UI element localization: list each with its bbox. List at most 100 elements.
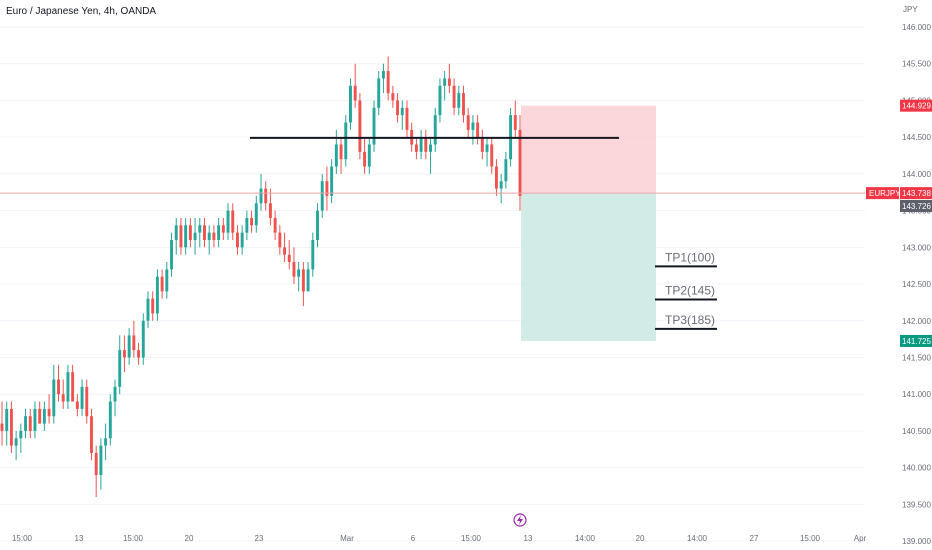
price-tag-value-bg [900,99,932,112]
candle [320,173,324,218]
candle [217,217,221,248]
candle [179,217,183,255]
candle-body [386,71,390,94]
candle [170,232,173,277]
y-tick-label: 140.500 [902,427,931,436]
candle-body [301,269,305,292]
candle-body [490,144,494,167]
candle-body [358,100,362,152]
candle [99,438,103,490]
candle-body [188,225,192,240]
candle-body [174,225,178,240]
candle [24,408,28,439]
candle-body [122,350,126,358]
candle-body [14,438,18,446]
candle [447,63,451,94]
candle [391,85,395,108]
price-tag-value: 141.725 [902,337,931,346]
time-axis[interactable]: 15:00 13 15:00 20 23 Mar 6 15:00 13 14:00 20 14:00 2… [12,534,867,543]
candle [221,217,225,240]
candle [122,335,126,373]
candle-body [316,210,319,240]
candle-body [66,372,70,402]
symbol-title: Euro / Japanese Yen, 4h, OANDA [6,6,157,17]
candle [325,166,329,211]
x-tick-label: 15:00 [800,534,821,543]
candle-body [320,181,324,211]
candle-body [330,166,334,196]
candle-body [118,350,122,387]
candle [80,379,84,417]
candle [363,137,367,174]
candle-body [264,188,268,204]
price-axis[interactable]: 139.000 139.500 140.000 140.500 141.000 141.5… [902,5,931,546]
candle-body [212,232,216,240]
candle-body [198,225,202,233]
candle-body [457,93,461,108]
candle [504,151,508,189]
candle [452,78,456,116]
y-tick-label: 144.500 [902,133,931,142]
candle-body [0,423,4,431]
candle [513,100,517,138]
lightning-icon[interactable] [513,513,527,527]
candle-body [429,144,432,152]
symbol-tag-bg [866,187,899,200]
candle [108,394,112,446]
candle [132,320,136,358]
drawings[interactable]: TP1(100) TP2(145) TP3(185) [0,136,865,330]
candle [165,262,169,299]
tp-label: TP3(185) [665,313,715,327]
candle-body [466,115,470,130]
stop-loss-zone [521,105,656,194]
price-tag-value-bg [900,187,932,200]
candle-body [518,129,522,196]
candle-body [438,85,442,116]
candle [9,401,13,453]
candle-body [151,298,155,314]
position-zones[interactable] [521,105,656,341]
candle-body [283,247,287,255]
candle-body [462,93,465,116]
candle [184,217,188,255]
candle-body [254,203,258,226]
candle [414,137,418,160]
candle-body [170,239,173,270]
candle [75,394,79,417]
price-tag-value: 143.738 [902,189,931,198]
y-tick-label: 144.000 [902,170,931,179]
candle-body [165,269,169,292]
candle-body [372,107,376,145]
candle [330,159,334,204]
candle [433,107,437,152]
x-tick-label: 14:00 [687,534,708,543]
candle [400,100,404,130]
candle-body [179,225,183,248]
candle-body [80,386,84,409]
candle [42,401,46,431]
candle [339,137,343,174]
candle [14,430,18,461]
grid [0,26,865,542]
candle-body [400,107,404,116]
take-profit-zone [521,193,656,341]
candle [283,232,287,263]
x-tick-label: 15:00 [123,534,144,543]
candle [203,217,206,248]
candle-body [273,217,277,233]
x-tick-label: 15:00 [461,534,482,543]
y-tick-label: 140.000 [902,464,931,473]
candle-body [94,452,98,475]
candle-body [226,210,230,233]
candle [301,262,305,307]
candle-body [57,379,60,395]
candle [57,364,60,402]
candle [316,203,319,248]
x-tick-label: 13 [524,534,533,543]
y-tick-label: 146.000 [902,23,931,32]
candle [33,401,37,439]
candle [146,291,150,329]
candle-body [127,335,131,358]
